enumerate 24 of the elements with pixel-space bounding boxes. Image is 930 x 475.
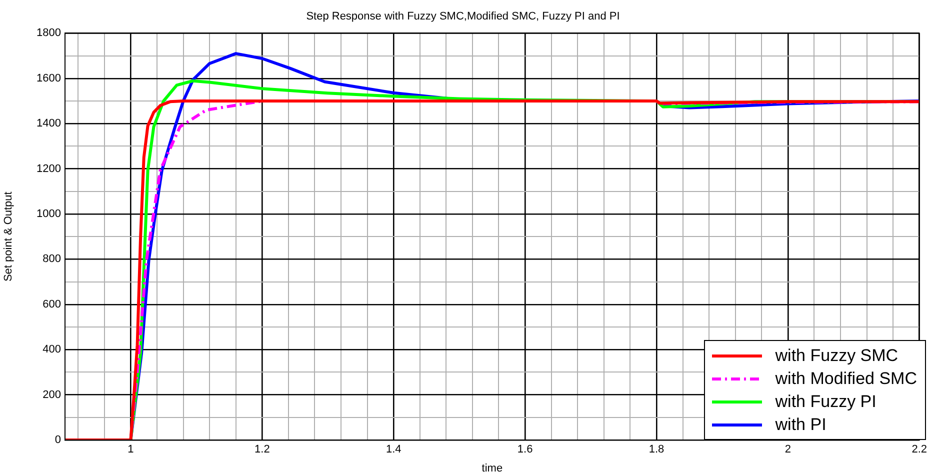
y-tick-label: 400: [42, 344, 61, 356]
legend-label: with PI: [775, 414, 826, 436]
y-tick-label: 1800: [36, 27, 61, 40]
x-tick-label: 1.4: [386, 444, 402, 456]
y-tick-label: 0: [54, 434, 61, 446]
x-tick-label: 1.6: [517, 444, 533, 456]
legend-label: with Fuzzy PI: [775, 391, 876, 413]
x-axis-title: time: [482, 462, 503, 474]
legend-label: with Fuzzy SMC: [775, 345, 898, 367]
y-tick-label: 600: [42, 298, 61, 310]
x-tick-label: 1.2: [254, 444, 270, 456]
x-tick-label: 2.2: [912, 444, 928, 456]
x-tick-label: 1.8: [648, 444, 664, 456]
y-tick-label: 800: [42, 253, 61, 266]
y-axis-title: Set point & Output: [2, 192, 15, 282]
legend-label: with Modified SMC: [775, 368, 917, 390]
y-tick-label: 1200: [36, 162, 61, 175]
y-tick-label: 200: [42, 388, 61, 401]
y-tick-label: 1000: [36, 208, 61, 220]
chart-title: Step Response with Fuzzy SMC,Modified SMC, Fuzzy PI and PI: [306, 10, 620, 23]
y-tick-label: 1400: [36, 118, 61, 130]
x-tick-label: 2: [784, 444, 791, 456]
y-tick-label: 1600: [36, 72, 61, 84]
x-tick-label: 1: [128, 444, 134, 456]
